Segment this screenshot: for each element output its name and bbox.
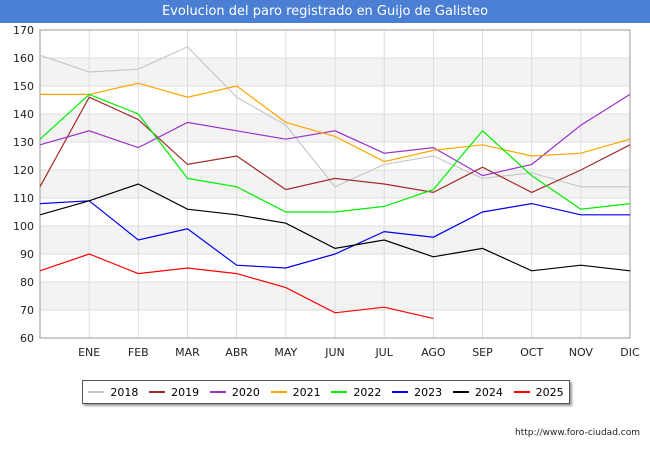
legend-label: 2021 <box>292 385 321 399</box>
legend: 2018 2019 2020 2021 2022 2023 2024 2025 <box>82 380 570 404</box>
legend-label: 2023 <box>414 385 443 399</box>
legend-item-2021: 2021 <box>270 385 321 399</box>
x-tick-label: NOV <box>569 346 594 359</box>
legend-swatch <box>270 391 287 393</box>
series-line-2020 <box>39 93 631 177</box>
plot-border <box>39 29 631 339</box>
x-tick-label: ENE <box>78 346 100 359</box>
legend-item-2022: 2022 <box>331 386 381 399</box>
y-tick-label: 170 <box>13 24 34 37</box>
legend-label: 2019 <box>171 385 200 399</box>
y-tick-label: 70 <box>20 304 34 317</box>
legend-label: 2018 <box>110 385 139 399</box>
x-tick-label: JUL <box>374 346 393 359</box>
x-tick-label: FEB <box>128 346 149 359</box>
legend-label: 2024 <box>474 385 503 399</box>
y-tick-label: 160 <box>13 52 34 65</box>
legend-swatch <box>392 391 409 393</box>
legend-swatch <box>331 391 348 393</box>
y-tick-label: 130 <box>13 136 34 149</box>
y-tick-label: 90 <box>20 248 34 261</box>
y-tick-label: 80 <box>20 276 34 289</box>
x-tick-label: AGO <box>421 346 446 359</box>
series-line-2021 <box>40 82 631 163</box>
legend-item-2025: 2025 <box>513 385 564 399</box>
y-tick-label: 100 <box>13 220 34 233</box>
legend-label: 2022 <box>353 385 382 399</box>
y-tick-label: 60 <box>20 332 34 345</box>
legend-item-2024: 2024 <box>452 385 503 399</box>
series-line-2022 <box>39 93 631 213</box>
legend-item-2020: 2020 <box>209 385 260 399</box>
y-tick-label: 150 <box>13 80 34 93</box>
legend-label: 2025 <box>535 385 564 399</box>
x-tick-label: OCT <box>520 346 543 359</box>
series-line-2025 <box>39 253 434 319</box>
x-tick-label: MAY <box>274 346 297 359</box>
series-line-2023 <box>39 200 630 269</box>
x-tick-label: MAR <box>175 346 200 359</box>
legend-swatch <box>149 391 166 393</box>
series-line-2024 <box>39 183 631 272</box>
legend-item-2023: 2023 <box>392 386 442 399</box>
y-tick-label: 110 <box>13 192 34 205</box>
legend-swatch <box>88 391 105 393</box>
series-line-2018 <box>39 46 630 188</box>
source-credit: http://www.foro-ciudad.com <box>515 428 640 438</box>
legend-swatch <box>209 391 226 393</box>
x-tick-label: JUN <box>324 346 345 359</box>
legend-swatch <box>513 391 530 393</box>
legend-item-2018: 2018 <box>88 386 138 399</box>
x-tick-label: DIC <box>620 346 640 359</box>
x-tick-label: ABR <box>225 346 248 359</box>
legend-swatch <box>452 391 469 393</box>
chart-title: Evolucion del paro registrado en Guijo d… <box>0 0 650 23</box>
x-tick-label: SEP <box>472 346 493 359</box>
legend-item-2019: 2019 <box>149 386 199 399</box>
y-tick-label: 120 <box>13 164 34 177</box>
y-tick-label: 140 <box>13 108 34 121</box>
series-line-2019 <box>39 96 631 194</box>
legend-label: 2020 <box>231 385 260 399</box>
